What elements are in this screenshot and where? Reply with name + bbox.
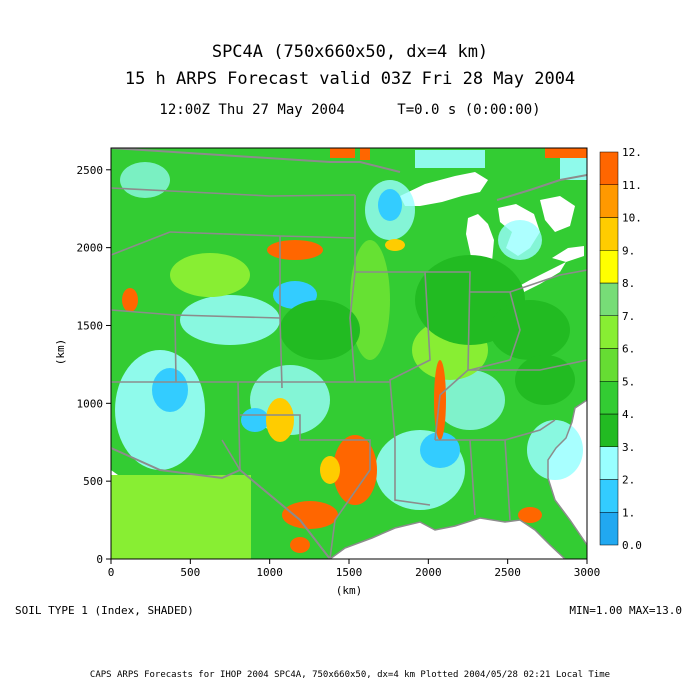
colorbar-label: 12. xyxy=(622,146,642,159)
colorbar-swatch xyxy=(599,315,619,349)
loam-soil-patches xyxy=(266,239,405,484)
x-tick-label: 1000 xyxy=(256,566,283,579)
y-axis-label: (km) xyxy=(54,339,67,366)
footer-credit: CAPS ARPS Forecasts for IHOP 2004 SPC4A,… xyxy=(89,670,611,680)
coastlines xyxy=(329,399,587,559)
colorbar-label: 6. xyxy=(622,343,635,356)
title-line-1: SPC4A (750x660x50, dx=4 km) xyxy=(211,42,489,62)
min-max-readout: MIN=1.00 MAX=13.0 xyxy=(569,604,682,617)
lake-superior xyxy=(400,172,488,206)
colorbar-swatch xyxy=(599,479,619,513)
colorbar-label: 3. xyxy=(622,441,635,454)
colorbar-label: 4. xyxy=(622,408,635,421)
y-tick-label: 2000 xyxy=(77,242,104,255)
colorbar-swatch xyxy=(599,217,619,251)
colorbar-label: 9. xyxy=(622,244,635,257)
x-tick-label: 0 xyxy=(108,566,115,579)
x-tick-label: 2000 xyxy=(415,566,442,579)
colorbar-swatch xyxy=(599,381,619,415)
colorbar-label: 2. xyxy=(622,474,635,487)
colorbar-label: 0.0 xyxy=(622,539,642,552)
colorbar-label: 11. xyxy=(622,179,642,192)
y-tick-label: 1500 xyxy=(77,319,104,332)
colorbar-label: 5. xyxy=(622,375,635,388)
colorbar-swatch xyxy=(599,446,619,480)
colorbar-label: 10. xyxy=(622,212,642,225)
colorbar: 0.0 1. 2. 3. 4. 5. 6. 7. 8. 9. 10. 11. 12. xyxy=(599,146,642,552)
field-label: SOIL TYPE 1 (Index, SHADED) xyxy=(15,604,194,617)
y-axis: 0 500 1000 1500 2000 2500 xyxy=(77,164,111,566)
x-tick-label: 2500 xyxy=(494,566,521,579)
ontario-water xyxy=(540,196,575,232)
gulf-of-mexico xyxy=(330,518,565,559)
colorbar-swatch xyxy=(599,282,619,316)
colorbar-swatch xyxy=(599,151,619,185)
national-borders xyxy=(111,148,587,559)
lake-ontario xyxy=(552,246,584,262)
init-time: 12:00Z Thu 27 May 2004 xyxy=(159,102,345,118)
subtitle: 12:00Z Thu 27 May 2004 T=0.0 s (0:00:00) xyxy=(0,102,700,118)
colorbar-swatch xyxy=(599,348,619,382)
x-axis: 0 500 1000 1500 2000 2500 3000 xyxy=(108,559,601,579)
state-borders xyxy=(111,187,587,559)
colorbar-swatch xyxy=(599,184,619,218)
x-tick-label: 3000 xyxy=(574,566,601,579)
y-tick-label: 0 xyxy=(96,553,103,566)
y-tick-label: 2500 xyxy=(77,164,104,177)
colorbar-label: 7. xyxy=(622,310,635,323)
colorbar-label: 8. xyxy=(622,277,635,290)
colorbar-swatch xyxy=(599,512,619,546)
x-tick-label: 500 xyxy=(180,566,200,579)
colorbar-label: 1. xyxy=(622,506,635,519)
colorbar-swatch xyxy=(599,250,619,284)
y-tick-label: 1000 xyxy=(77,397,104,410)
map-panel xyxy=(111,148,587,559)
title-line-2: 15 h ARPS Forecast valid 03Z Fri 28 May … xyxy=(124,69,576,89)
x-axis-label: (km) xyxy=(336,584,363,597)
y-tick-label: 500 xyxy=(83,475,103,488)
x-tick-label: 1500 xyxy=(336,566,363,579)
model-time: T=0.0 s (0:00:00) xyxy=(397,102,541,118)
colorbar-swatch xyxy=(599,413,619,447)
